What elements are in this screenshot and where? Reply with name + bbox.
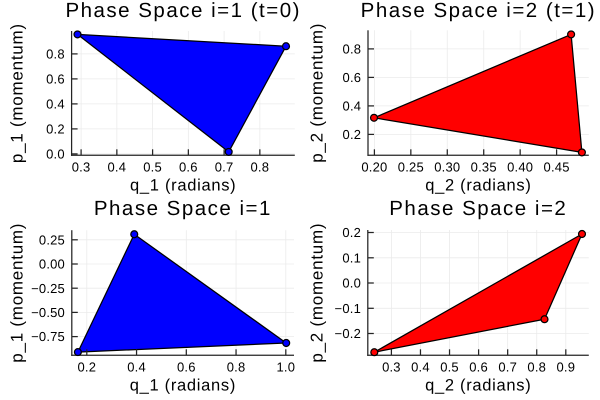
svg-text:0.40: 0.40 bbox=[507, 159, 533, 174]
svg-text:0.7: 0.7 bbox=[215, 159, 234, 174]
svg-text:0.4: 0.4 bbox=[127, 359, 146, 374]
svg-text:−0.50: −0.50 bbox=[31, 305, 65, 320]
svg-text:0.2: 0.2 bbox=[342, 225, 361, 240]
svg-text:0.45: 0.45 bbox=[544, 159, 570, 174]
svg-text:0.2: 0.2 bbox=[77, 359, 96, 374]
svg-text:0.00: 0.00 bbox=[39, 257, 65, 272]
svg-text:0.9: 0.9 bbox=[556, 359, 575, 374]
svg-text:0.35: 0.35 bbox=[471, 159, 497, 174]
svg-text:0.6: 0.6 bbox=[46, 71, 65, 86]
svg-text:Phase Space i=1 (t=0): Phase Space i=1 (t=0) bbox=[65, 0, 301, 22]
svg-text:0.3: 0.3 bbox=[72, 159, 91, 174]
svg-text:−0.25: −0.25 bbox=[31, 281, 65, 296]
svg-text:0.1: 0.1 bbox=[342, 250, 361, 265]
svg-text:1.0: 1.0 bbox=[276, 359, 295, 374]
svg-text:0.6: 0.6 bbox=[469, 359, 488, 374]
svg-text:q_2 (radians): q_2 (radians) bbox=[425, 177, 531, 195]
svg-text:−0.75: −0.75 bbox=[31, 329, 65, 344]
svg-text:0.6: 0.6 bbox=[343, 70, 362, 85]
svg-text:0.25: 0.25 bbox=[39, 232, 65, 247]
svg-text:0.0: 0.0 bbox=[46, 146, 65, 161]
svg-text:Phase Space i=2 (t=1): Phase Space i=2 (t=1) bbox=[361, 0, 597, 22]
svg-text:0.8: 0.8 bbox=[227, 359, 246, 374]
svg-text:0.3: 0.3 bbox=[382, 359, 401, 374]
svg-text:0.2: 0.2 bbox=[343, 127, 362, 142]
svg-text:q_1 (radians): q_1 (radians) bbox=[130, 177, 236, 195]
svg-text:0.8: 0.8 bbox=[251, 159, 270, 174]
svg-text:0.2: 0.2 bbox=[46, 121, 65, 136]
svg-text:0.5: 0.5 bbox=[440, 359, 459, 374]
svg-text:q_1 (radians): q_1 (radians) bbox=[130, 377, 236, 395]
svg-text:0.4: 0.4 bbox=[108, 159, 127, 174]
svg-text:0.20: 0.20 bbox=[361, 159, 387, 174]
svg-text:Phase Space i=1: Phase Space i=1 bbox=[94, 197, 272, 220]
svg-text:0.25: 0.25 bbox=[398, 159, 424, 174]
svg-text:0.0: 0.0 bbox=[342, 276, 361, 291]
svg-text:0.7: 0.7 bbox=[498, 359, 517, 374]
svg-text:0.8: 0.8 bbox=[527, 359, 546, 374]
svg-text:0.8: 0.8 bbox=[343, 41, 362, 56]
svg-text:−0.1: −0.1 bbox=[335, 301, 361, 316]
svg-text:0.4: 0.4 bbox=[411, 359, 430, 374]
svg-text:0.8: 0.8 bbox=[46, 46, 65, 61]
svg-text:p_2 (momentum): p_2 (momentum) bbox=[308, 23, 327, 163]
svg-text:p_2 (momentum): p_2 (momentum) bbox=[308, 223, 327, 363]
svg-text:p_1 (momentum): p_1 (momentum) bbox=[8, 23, 27, 163]
svg-text:Phase Space i=2: Phase Space i=2 bbox=[389, 197, 567, 220]
svg-text:0.30: 0.30 bbox=[434, 159, 460, 174]
svg-text:0.6: 0.6 bbox=[179, 159, 198, 174]
svg-text:0.4: 0.4 bbox=[343, 98, 362, 113]
svg-text:p_1 (momentum): p_1 (momentum) bbox=[8, 223, 27, 363]
svg-text:0.5: 0.5 bbox=[143, 159, 162, 174]
svg-text:−0.2: −0.2 bbox=[335, 326, 361, 341]
svg-text:0.4: 0.4 bbox=[46, 96, 65, 111]
svg-text:0.6: 0.6 bbox=[177, 359, 196, 374]
svg-text:q_2 (radians): q_2 (radians) bbox=[425, 377, 531, 395]
